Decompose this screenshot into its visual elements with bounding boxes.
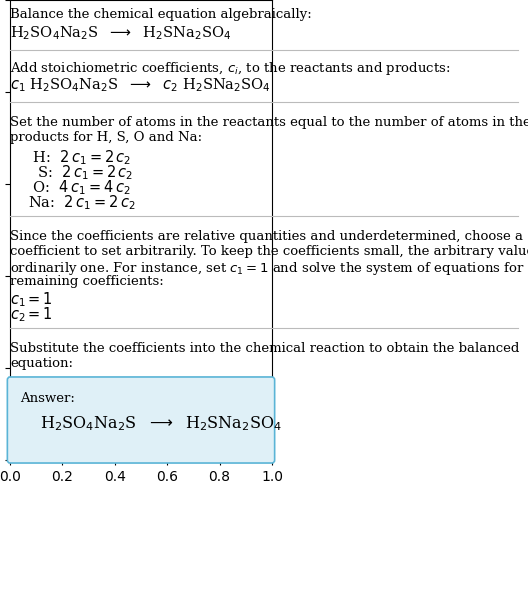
Text: Answer:: Answer: (20, 392, 75, 405)
Text: Na:  $2\,c_1 = 2\,c_2$: Na: $2\,c_1 = 2\,c_2$ (28, 193, 136, 211)
Text: $c_2 = 1$: $c_2 = 1$ (10, 305, 53, 324)
Text: remaining coefficients:: remaining coefficients: (10, 275, 164, 288)
Text: $c_1$ H$_2$SO$_4$Na$_2$S  $\longrightarrow$  $c_2$ H$_2$SNa$_2$SO$_4$: $c_1$ H$_2$SO$_4$Na$_2$S $\longrightarro… (10, 76, 271, 94)
Text: S:  $2\,c_1 = 2\,c_2$: S: $2\,c_1 = 2\,c_2$ (28, 163, 133, 182)
Text: H:  $2\,c_1 = 2\,c_2$: H: $2\,c_1 = 2\,c_2$ (28, 148, 131, 167)
Text: $c_1 = 1$: $c_1 = 1$ (10, 290, 53, 308)
Text: H$_2$SO$_4$Na$_2$S  $\longrightarrow$  H$_2$SNa$_2$SO$_4$: H$_2$SO$_4$Na$_2$S $\longrightarrow$ H$_… (10, 24, 231, 42)
Text: equation:: equation: (10, 357, 73, 370)
Text: Set the number of atoms in the reactants equal to the number of atoms in the: Set the number of atoms in the reactants… (10, 116, 528, 129)
Text: products for H, S, O and Na:: products for H, S, O and Na: (10, 131, 202, 144)
Text: ordinarily one. For instance, set $c_1 = 1$ and solve the system of equations fo: ordinarily one. For instance, set $c_1 =… (10, 260, 528, 277)
Text: coefficient to set arbitrarily. To keep the coefficients small, the arbitrary va: coefficient to set arbitrarily. To keep … (10, 245, 528, 258)
Text: H$_2$SO$_4$Na$_2$S  $\longrightarrow$  H$_2$SNa$_2$SO$_4$: H$_2$SO$_4$Na$_2$S $\longrightarrow$ H$_… (40, 414, 282, 433)
Text: O:  $4\,c_1 = 4\,c_2$: O: $4\,c_1 = 4\,c_2$ (28, 178, 130, 197)
Text: Add stoichiometric coefficients, $c_i$, to the reactants and products:: Add stoichiometric coefficients, $c_i$, … (10, 60, 450, 77)
Text: Substitute the coefficients into the chemical reaction to obtain the balanced: Substitute the coefficients into the che… (10, 342, 520, 355)
Text: Balance the chemical equation algebraically:: Balance the chemical equation algebraica… (10, 8, 312, 21)
Text: Since the coefficients are relative quantities and underdetermined, choose a: Since the coefficients are relative quan… (10, 230, 523, 243)
